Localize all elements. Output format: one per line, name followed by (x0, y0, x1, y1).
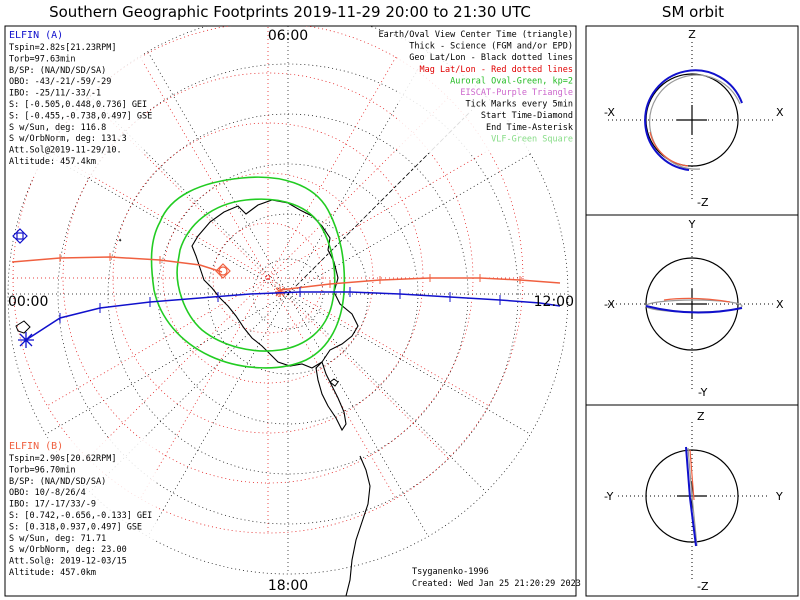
antarctic-peninsula (315, 360, 347, 432)
legend-entry: Start Time-Diamond (481, 111, 573, 121)
auroral-oval-inner (176, 198, 336, 352)
elfin-b-info-line: B/SP: (NA/ND/SD/SA) (9, 477, 106, 487)
elfin-b-info-line: S w/Sun, deg: 71.71 (9, 534, 106, 544)
axis-label-bottom: -Z (697, 580, 709, 593)
orbit-a-path (685, 446, 697, 547)
axis-label-bottom: -Z (697, 196, 709, 209)
elfin-b-info-line: S: [0.318,0.937,0.497] GSE (9, 522, 142, 532)
station-marker: ✦ (118, 236, 123, 244)
elfin-b-info-line: IBO: 17/-17/33/-9 (9, 500, 96, 510)
orbit-panel-xz: Z -Z -X X (604, 28, 784, 209)
axis-label-top: Y (688, 218, 696, 231)
legend: Earth/Oval View Center Time (triangle) Th… (379, 27, 575, 153)
legend-entry: Geo Lat/Lon - Black dotted lines (409, 53, 573, 63)
elfin-b-info: ELFIN (B) Tspin=2.90s[20.62RPM]Torb=96.7… (6, 438, 156, 594)
legend-entry: Mag Lat/Lon - Red dotted lines (419, 65, 573, 75)
legend-entry: Tick Marks every 5min (466, 100, 573, 110)
elfin-b-info-line: Tspin=2.90s[20.62RPM] (9, 454, 116, 464)
legend-entry: End Time-Asterisk (486, 123, 573, 133)
elfin-a-start-diamond (12, 228, 28, 244)
orbit-panel-xy: Y -Y -X X (604, 218, 784, 399)
axis-label-right: X (776, 106, 784, 119)
elfin-a-info-line: Torb=97.63min (9, 54, 76, 64)
clock-label-bottom: 18:00 (268, 578, 308, 594)
elfin-a-info-line: Tspin=2.82s[21.23RPM] (9, 43, 116, 53)
axis-label-top: Z (688, 28, 696, 41)
legend-entry: VLF-Green Square (491, 134, 573, 144)
orbit-a-path (644, 69, 743, 171)
elfin-b-info-line: OBO: 10/-8/26/4 (9, 488, 86, 498)
legend-entry: EISCAT-Purple Triangle (460, 88, 573, 98)
elfin-b-info-line: Altitude: 457.0km (9, 568, 96, 578)
elfin-b-info-line: S: [0.742,-0.656,-0.133] GEI (9, 511, 152, 521)
elfin-a-info-line: S: [-0.455,-0.738,0.497] GSE (9, 111, 152, 121)
axis-label-left: -X (604, 298, 615, 311)
view-center-line (287, 111, 471, 295)
clock-label-left: 00:00 (8, 294, 48, 310)
axis-label-left: -X (604, 106, 615, 119)
clock-label-right: 12:00 (534, 294, 574, 310)
small-island (15, 320, 31, 334)
elfin-b-track (11, 256, 223, 273)
elfin-b-info-line: Att.Sol@: 2019-12-03/15 (9, 557, 127, 567)
elfin-a-ticks (59, 287, 501, 323)
elfin-b-end-asterisk (275, 287, 285, 297)
elfin-b-ticks (59, 253, 521, 288)
axis-label-left: -Y (604, 490, 614, 503)
footprint-map: ✦ 06:00 00:00 12:00 18:00 ELFIN (A) Tspi… (4, 25, 581, 597)
model-label: Tsyganenko-1996 (412, 567, 489, 577)
map-frame (4, 25, 577, 597)
elfin-a-end-asterisk (18, 332, 34, 348)
elfin-b-start-diamond (215, 263, 231, 279)
axis-label-top: Z (697, 410, 705, 423)
elfin-a-info: ELFIN (A) Tspin=2.82s[21.23RPM]Torb=97.6… (6, 27, 152, 177)
auroral-oval-outer (150, 176, 346, 369)
elfin-a-info-line: Altitude: 457.4km (9, 157, 96, 167)
elfin-a-info-line: S w/Sun, deg: 116.8 (9, 123, 106, 133)
legend-entry: Thick - Science (FGM and/or EPD) (409, 42, 573, 52)
elfin-a-info-line: Att.Sol@2019-11-29/10. (9, 146, 122, 156)
small-island (329, 378, 339, 387)
elfin-a-info-line: B/SP: (NA/ND/SD/SA) (9, 66, 106, 76)
orbit-a-path (645, 305, 743, 314)
axis-label-bottom: -Y (698, 386, 708, 399)
elfin-a-info-line: OBO: -43/-21/-59/-29 (9, 77, 111, 87)
orbit-frame (585, 25, 799, 597)
elfin-a-info-line: IBO: -25/11/-33/-1 (9, 89, 101, 99)
figure-title: Southern Geographic Footprints 2019-11-2… (49, 3, 531, 21)
elfin-b-info-line: Torb=96.70min (9, 465, 76, 475)
elfin-a-info-line: S w/OrbNorm, deg: 131.3 (9, 134, 127, 144)
elfin-b-name: ELFIN (B) (9, 441, 63, 452)
elfin-a-info-line: S: [-0.505,0.448,0.736] GEI (9, 100, 147, 110)
orbit-title: SM orbit (662, 3, 724, 21)
axis-label-right: X (776, 298, 784, 311)
elfin-a-name: ELFIN (A) (9, 30, 63, 41)
elfin-b-info-line: S w/OrbNorm, deg: 23.00 (9, 545, 127, 555)
legend-entry: Earth/Oval View Center Time (triangle) (379, 30, 573, 40)
axis-label-right: Y (775, 490, 783, 503)
sm-orbit-panels: Z -Z -X X Y -Y -X X (585, 25, 799, 597)
orbit-panel-yz: Z -Z -Y Y (604, 410, 783, 593)
legend-entry: Auroral Oval-Green, kp=2 (450, 76, 573, 86)
clock-label-top: 06:00 (268, 28, 308, 44)
south-america-tip (345, 455, 371, 596)
created-label: Created: Wed Jan 25 21:20:29 2023 (412, 579, 581, 589)
